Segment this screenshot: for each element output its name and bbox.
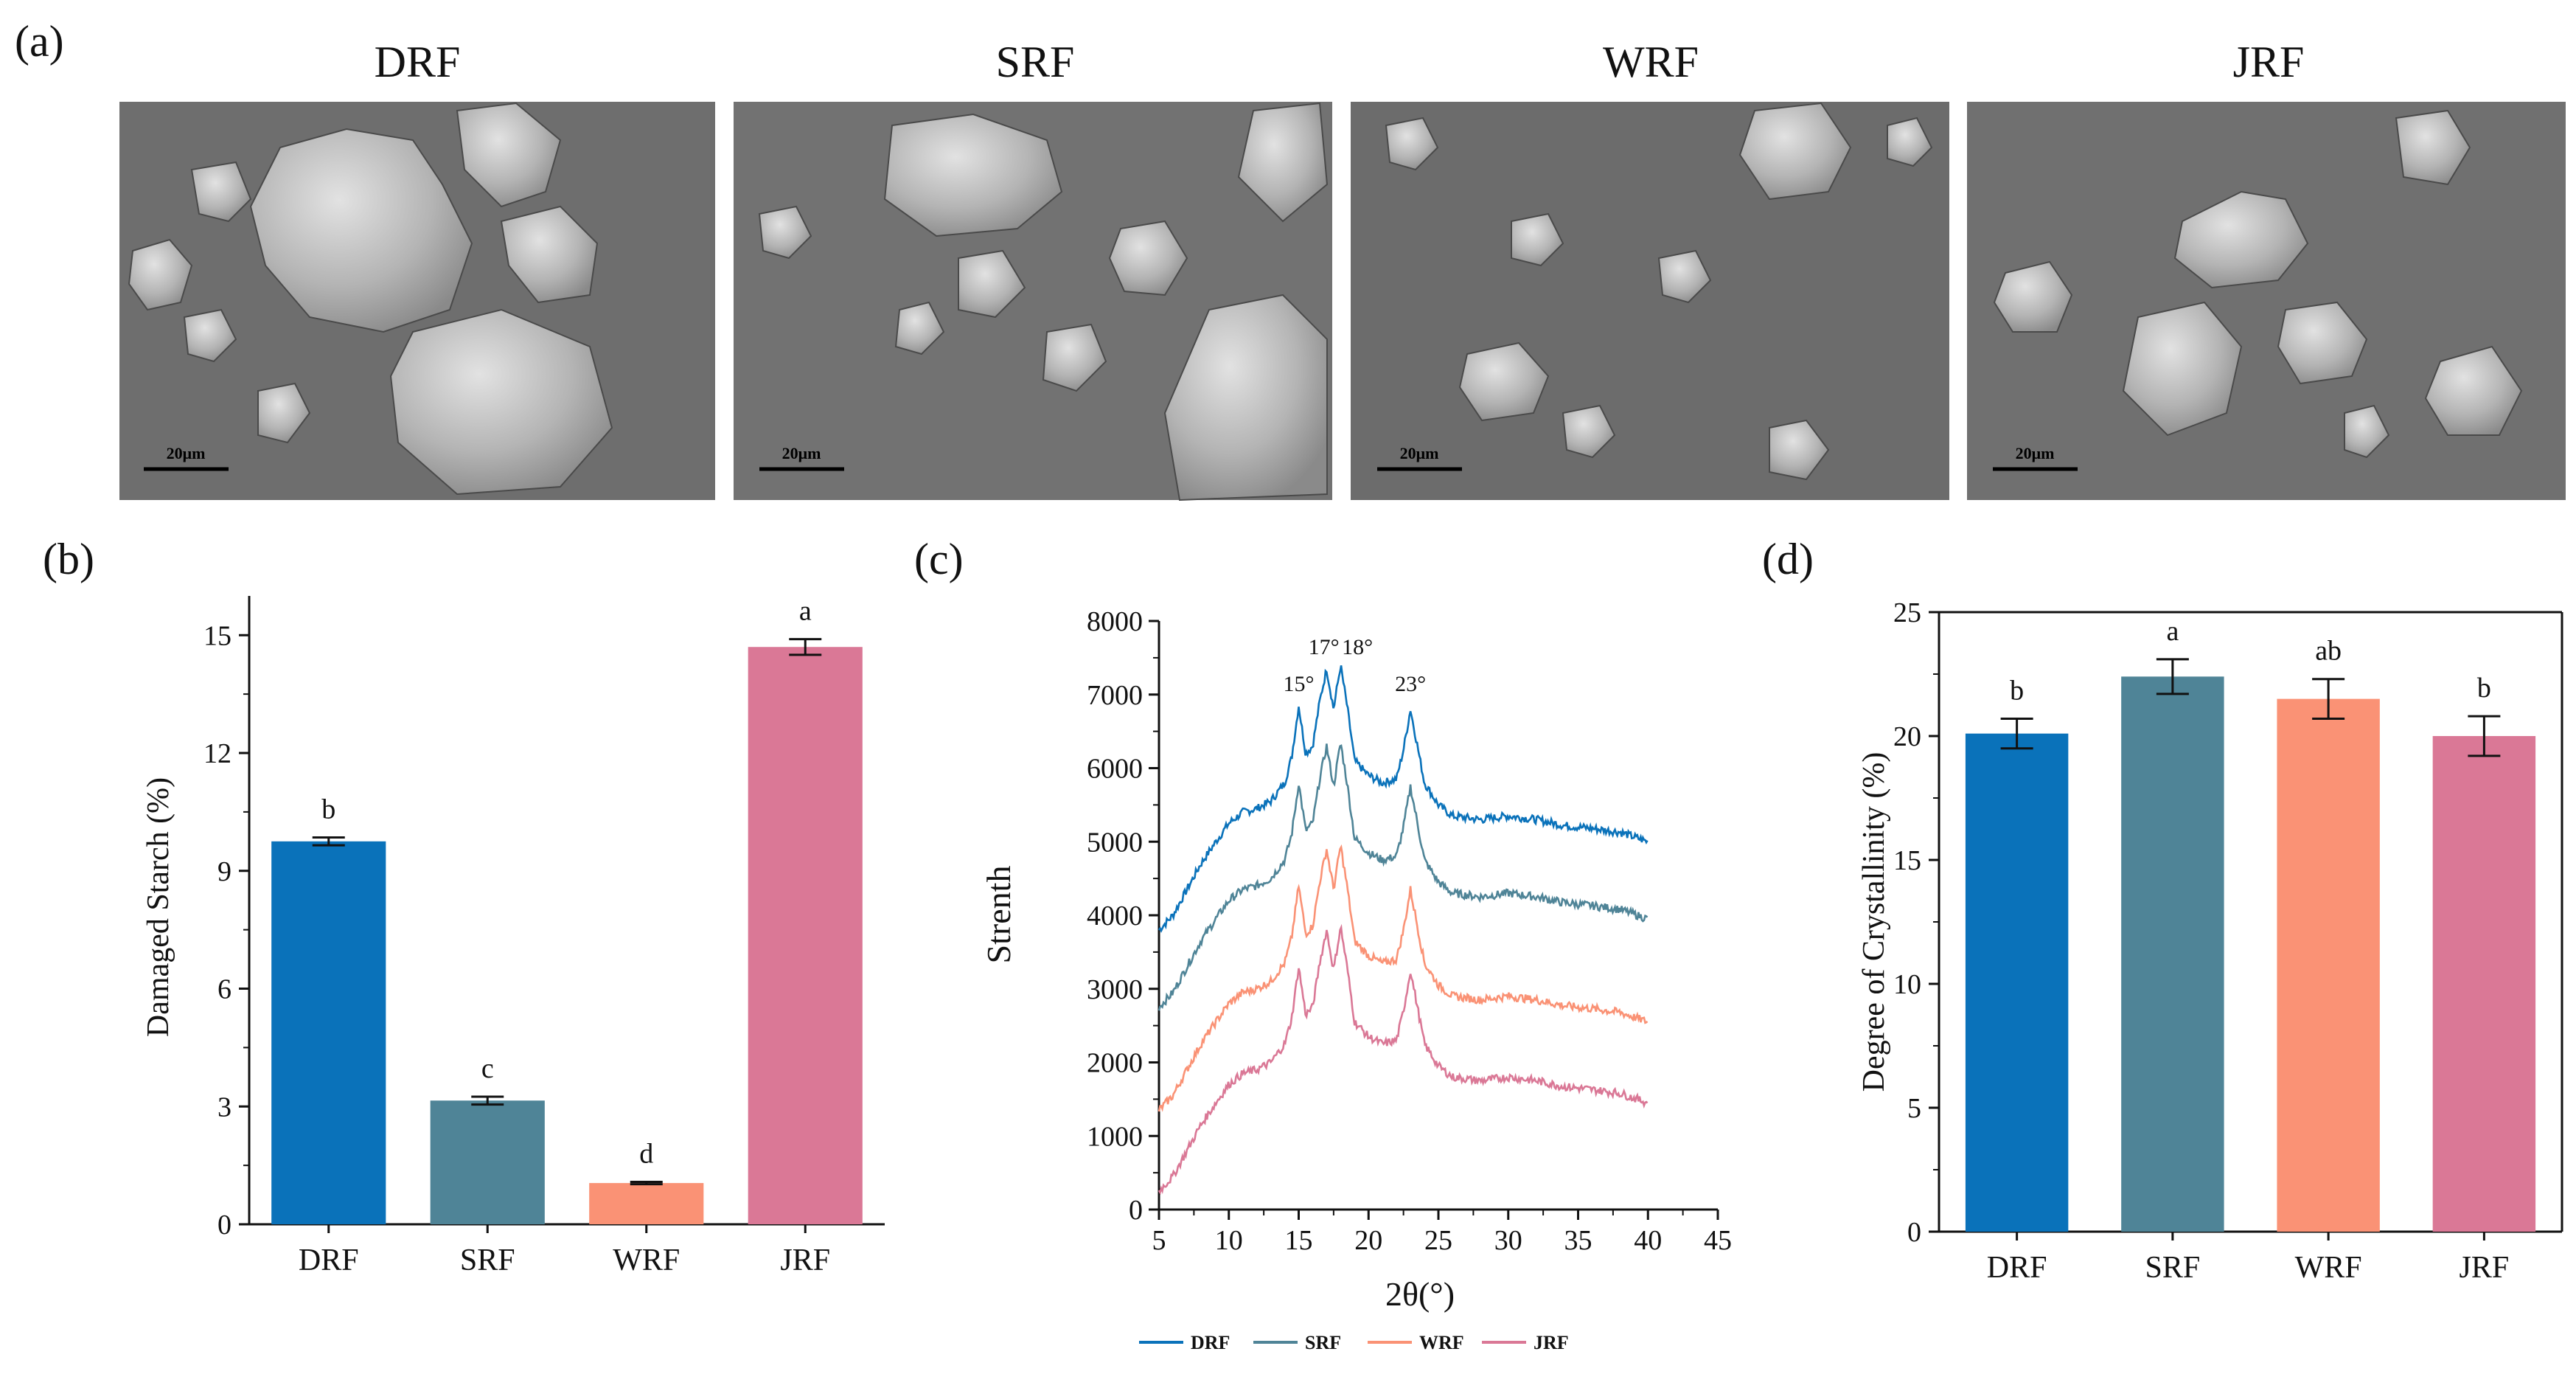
d-xtick-label-jrf: JRF <box>2460 1251 2510 1285</box>
c-xtick-label: 15 <box>1285 1225 1313 1256</box>
c-xtick-label: 10 <box>1215 1225 1243 1256</box>
c-series-line-jrf <box>1158 923 1649 1196</box>
sem-image-jrf: 20μm <box>1967 102 2566 500</box>
c-ytick-label: 3000 <box>1087 974 1143 1005</box>
d-ytick-label: 10 <box>1893 969 1921 1000</box>
d-sig-label-drf: b <box>2010 675 2024 706</box>
b-ytick-label: 0 <box>217 1210 232 1241</box>
sem-title-wrf: WRF <box>1603 38 1699 86</box>
scale-bar-jrf: 20μm <box>2016 444 2055 462</box>
d-bar-jrf <box>2432 736 2536 1232</box>
b-sig-label-jrf: a <box>799 596 812 627</box>
d-sig-label-wrf: ab <box>2315 636 2342 667</box>
b-ytick-label: 12 <box>203 738 232 769</box>
b-xtick-label-drf: DRF <box>299 1243 359 1277</box>
b-sig-label-drf: b <box>321 794 335 825</box>
c-series-line-srf <box>1158 743 1649 1011</box>
b-bar-jrf <box>748 647 863 1224</box>
c-series-line-drf <box>1158 665 1649 934</box>
b-y-axis-label: Damaged Starch (%) <box>142 777 175 1037</box>
scale-bar-wrf: 20μm <box>1400 444 1439 462</box>
b-ytick-label: 9 <box>217 856 232 887</box>
b-bar-srf <box>430 1100 545 1224</box>
panel-d-label: (d) <box>1762 535 1814 583</box>
c-legend-label-jrf: JRF <box>1534 1332 1569 1353</box>
d-ytick-label: 25 <box>1893 597 1921 628</box>
d-ytick-label: 15 <box>1893 845 1921 876</box>
sem-title-srf: SRF <box>996 38 1075 86</box>
c-ytick-label: 4000 <box>1087 901 1143 931</box>
b-ytick-label: 15 <box>203 620 232 651</box>
c-peak-label: 17° <box>1309 635 1340 659</box>
chart-crystallinity: Degree of Crystallinity (%) 0 5 10 15 20 25 b D… <box>1857 597 2563 1285</box>
sem-title-drf: DRF <box>375 38 461 86</box>
b-xtick-label-jrf: JRF <box>780 1243 830 1277</box>
d-sig-label-srf: a <box>2166 616 2179 647</box>
b-ytick-label: 6 <box>217 974 232 1005</box>
chart-damaged-starch: Damaged Starch (%) 0 3 6 9 12 15 b DRF c SRF d WRF a… <box>142 596 885 1277</box>
b-bar-drf <box>271 841 386 1224</box>
c-ytick-label: 6000 <box>1087 754 1143 785</box>
c-ytick-label: 5000 <box>1087 827 1143 858</box>
c-x-axis-label: 2θ(°) <box>1385 1275 1455 1313</box>
b-xtick-label-srf: SRF <box>460 1243 515 1277</box>
c-ytick-label: 8000 <box>1087 606 1143 637</box>
d-ytick-label: 5 <box>1907 1093 1921 1124</box>
c-legend-label-srf: SRF <box>1305 1332 1341 1353</box>
c-peak-label: 15° <box>1284 672 1315 696</box>
b-ytick-label: 3 <box>217 1092 232 1123</box>
scale-bar-srf: 20μm <box>782 444 821 462</box>
c-series-line-wrf <box>1158 844 1649 1112</box>
b-sig-label-srf: c <box>481 1053 494 1084</box>
c-xtick-label: 5 <box>1152 1225 1166 1256</box>
panel-c-label: (c) <box>914 535 964 583</box>
d-bar-srf <box>2121 676 2224 1232</box>
c-xtick-label: 30 <box>1494 1225 1522 1256</box>
c-peak-label: 23° <box>1395 672 1426 696</box>
c-ytick-label: 1000 <box>1087 1121 1143 1152</box>
c-ytick-label: 7000 <box>1087 680 1143 711</box>
c-xtick-label: 25 <box>1424 1225 1452 1256</box>
c-xtick-label: 40 <box>1634 1225 1662 1256</box>
sem-images: DRF 20μm SRF 20μm <box>119 38 2566 502</box>
sem-image-drf: 20μm <box>119 102 715 500</box>
d-ytick-label: 0 <box>1907 1217 1921 1248</box>
scale-bar-drf: 20μm <box>167 444 206 462</box>
c-ytick-label: 2000 <box>1087 1048 1143 1079</box>
c-legend-label-drf: DRF <box>1191 1332 1230 1353</box>
panel-b-label: (b) <box>43 535 94 583</box>
chart-xrd: Strenth 2θ(°) 0 1000 2000 3000 4000 5000 6000 7… <box>980 606 1732 1353</box>
c-y-axis-label: Strenth <box>980 866 1017 964</box>
c-peak-label: 18° <box>1342 635 1373 659</box>
b-sig-label-wrf: d <box>639 1138 653 1169</box>
sem-image-wrf: 20μm <box>1351 102 1949 500</box>
c-xtick-label: 45 <box>1704 1225 1732 1256</box>
panel-a-label: (a) <box>15 17 64 66</box>
b-bar-wrf <box>589 1183 704 1224</box>
c-xtick-label: 35 <box>1564 1225 1592 1256</box>
d-bar-drf <box>1965 733 2069 1232</box>
sem-image-srf: 20μm <box>734 102 1332 502</box>
b-xtick-label-wrf: WRF <box>613 1243 680 1277</box>
d-y-axis-label: Degree of Crystallinity (%) <box>1857 752 1891 1092</box>
d-xtick-label-srf: SRF <box>2145 1251 2201 1285</box>
c-xtick-label: 20 <box>1354 1225 1382 1256</box>
d-bar-wrf <box>2277 698 2380 1232</box>
c-legend-label-wrf: WRF <box>1419 1332 1464 1353</box>
d-sig-label-jrf: b <box>2477 673 2491 704</box>
c-ytick-label: 0 <box>1129 1195 1143 1226</box>
d-xtick-label-drf: DRF <box>1987 1251 2047 1285</box>
sem-title-jrf: JRF <box>2233 38 2305 86</box>
d-ytick-label: 20 <box>1893 721 1921 752</box>
d-xtick-label-wrf: WRF <box>2295 1251 2362 1285</box>
